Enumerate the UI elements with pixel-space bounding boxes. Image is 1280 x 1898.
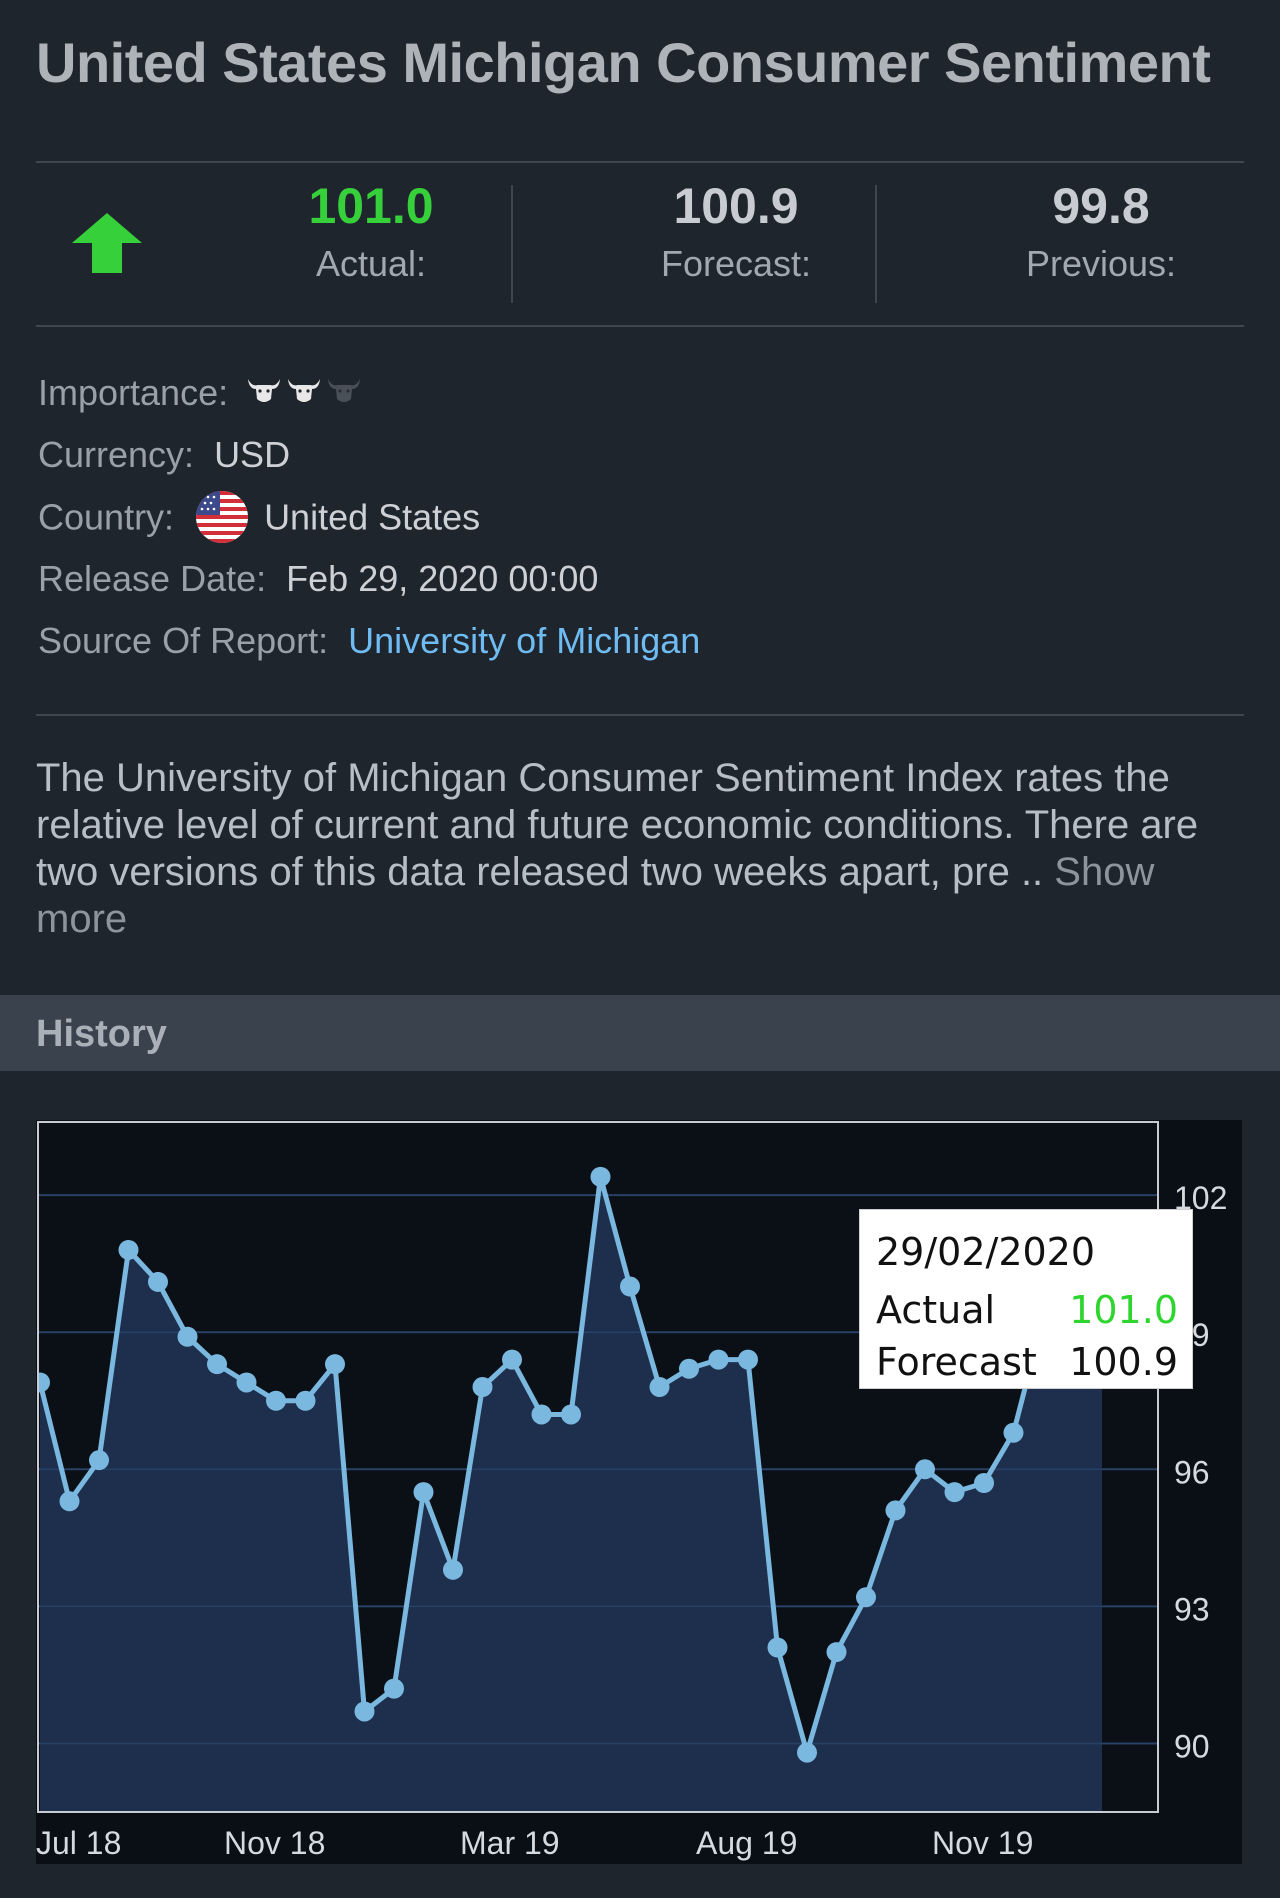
divider bbox=[36, 325, 1244, 327]
actual-value: 101.0 bbox=[308, 178, 434, 234]
actual-stat: 101.0 Actual: bbox=[231, 181, 511, 285]
data-point[interactable] bbox=[413, 1482, 434, 1503]
bull-icon-active bbox=[248, 379, 281, 403]
release-date-label: Release Date: bbox=[38, 558, 267, 599]
data-point[interactable] bbox=[502, 1349, 522, 1370]
tooltip-forecast-label: Forecast bbox=[876, 1340, 1037, 1384]
y-tick-label: 90 bbox=[1174, 1728, 1210, 1764]
description: The University of Michigan Consumer Sent… bbox=[36, 755, 1251, 943]
data-point[interactable] bbox=[679, 1358, 699, 1379]
x-tick-label: Nov 19 bbox=[932, 1825, 1033, 1861]
bull-icon-active bbox=[288, 379, 321, 403]
data-point[interactable] bbox=[620, 1276, 640, 1297]
data-point[interactable] bbox=[826, 1642, 847, 1663]
divider bbox=[875, 185, 877, 303]
history-label: History bbox=[36, 1013, 167, 1055]
data-point[interactable] bbox=[915, 1459, 935, 1480]
tooltip-actual-label: Actual bbox=[876, 1288, 996, 1332]
x-tick-label: Mar 19 bbox=[460, 1825, 560, 1861]
data-point[interactable] bbox=[472, 1377, 493, 1398]
importance-bulls bbox=[246, 372, 366, 418]
data-point[interactable] bbox=[767, 1637, 788, 1658]
release-date-value: Feb 29, 2020 00:00 bbox=[286, 558, 599, 599]
actual-label: Actual: bbox=[315, 243, 427, 284]
source-row: Source Of Report: University of Michigan bbox=[38, 618, 700, 664]
importance-row: Importance: bbox=[38, 370, 366, 416]
description-text: The University of Michigan Consumer Sent… bbox=[36, 756, 1199, 894]
divider bbox=[511, 185, 513, 303]
data-point[interactable] bbox=[561, 1404, 581, 1425]
data-point[interactable] bbox=[36, 1372, 50, 1393]
country-row: Country: United States bbox=[38, 491, 481, 543]
release-date-row: Release Date: Feb 29, 2020 00:00 bbox=[38, 556, 598, 602]
divider bbox=[36, 161, 1244, 163]
data-point[interactable] bbox=[59, 1491, 80, 1512]
show-more-link[interactable]: Show more bbox=[36, 850, 1155, 941]
tooltip-date: 29/02/2020 bbox=[876, 1230, 1096, 1274]
y-tick-label: 96 bbox=[1174, 1454, 1210, 1490]
data-point[interactable] bbox=[207, 1354, 227, 1375]
data-point[interactable] bbox=[266, 1390, 286, 1411]
data-point[interactable] bbox=[236, 1372, 257, 1393]
x-tick-label: Jul 18 bbox=[36, 1825, 121, 1861]
y-tick-label: 93 bbox=[1174, 1591, 1210, 1627]
x-tick-label: Aug 19 bbox=[696, 1825, 797, 1861]
currency-row: Currency: USD bbox=[38, 432, 290, 478]
source-link[interactable]: University of Michigan bbox=[348, 620, 701, 661]
history-header: History bbox=[0, 995, 1280, 1071]
data-point[interactable] bbox=[885, 1500, 906, 1521]
data-point[interactable] bbox=[295, 1390, 316, 1411]
page-title: United States Michigan Consumer Sentimen… bbox=[36, 31, 1211, 94]
source-label: Source Of Report: bbox=[38, 620, 329, 661]
x-tick-label: Nov 18 bbox=[224, 1825, 325, 1861]
tooltip-actual-value: 101.0 bbox=[1069, 1288, 1178, 1332]
data-point[interactable] bbox=[974, 1472, 994, 1493]
forecast-stat: 100.9 Forecast: bbox=[596, 181, 876, 285]
bull-icon-inactive bbox=[328, 379, 361, 403]
data-point[interactable] bbox=[856, 1587, 876, 1608]
data-point[interactable] bbox=[531, 1404, 552, 1425]
previous-stat: 99.8 Previous: bbox=[961, 181, 1241, 285]
data-point[interactable] bbox=[177, 1326, 198, 1347]
currency-label: Currency: bbox=[38, 434, 195, 475]
data-point[interactable] bbox=[797, 1742, 817, 1763]
data-point[interactable] bbox=[443, 1559, 463, 1580]
data-point[interactable] bbox=[325, 1354, 345, 1375]
data-point[interactable] bbox=[384, 1678, 404, 1699]
chart-tooltip: 29/02/2020 Actual 101.0 Forecast 100.9 bbox=[859, 1209, 1193, 1389]
country-label: Country: bbox=[38, 496, 175, 538]
data-point[interactable] bbox=[590, 1166, 611, 1187]
tooltip-forecast-value: 100.9 bbox=[1069, 1340, 1178, 1384]
data-point[interactable] bbox=[649, 1377, 670, 1398]
stats-panel: 101.0 Actual: 100.9 Forecast: 99.8 Previ… bbox=[36, 163, 1244, 325]
data-point[interactable] bbox=[354, 1701, 375, 1722]
forecast-label: Forecast: bbox=[660, 243, 812, 284]
data-point[interactable] bbox=[89, 1450, 109, 1471]
previous-value: 99.8 bbox=[1052, 178, 1150, 234]
previous-label: Previous: bbox=[1025, 243, 1177, 284]
data-point[interactable] bbox=[118, 1239, 139, 1260]
country-value: United States bbox=[264, 496, 481, 538]
us-flag-icon bbox=[196, 491, 249, 543]
importance-label: Importance: bbox=[38, 372, 229, 413]
forecast-value: 100.9 bbox=[673, 178, 799, 234]
data-point[interactable] bbox=[738, 1349, 758, 1370]
divider bbox=[36, 714, 1244, 716]
bull-icons bbox=[248, 379, 361, 403]
data-point[interactable] bbox=[1003, 1422, 1024, 1443]
data-point[interactable] bbox=[944, 1482, 965, 1503]
data-point[interactable] bbox=[708, 1349, 729, 1370]
data-point[interactable] bbox=[148, 1271, 168, 1292]
up-arrow-icon bbox=[72, 213, 142, 273]
currency-value: USD bbox=[214, 434, 291, 475]
